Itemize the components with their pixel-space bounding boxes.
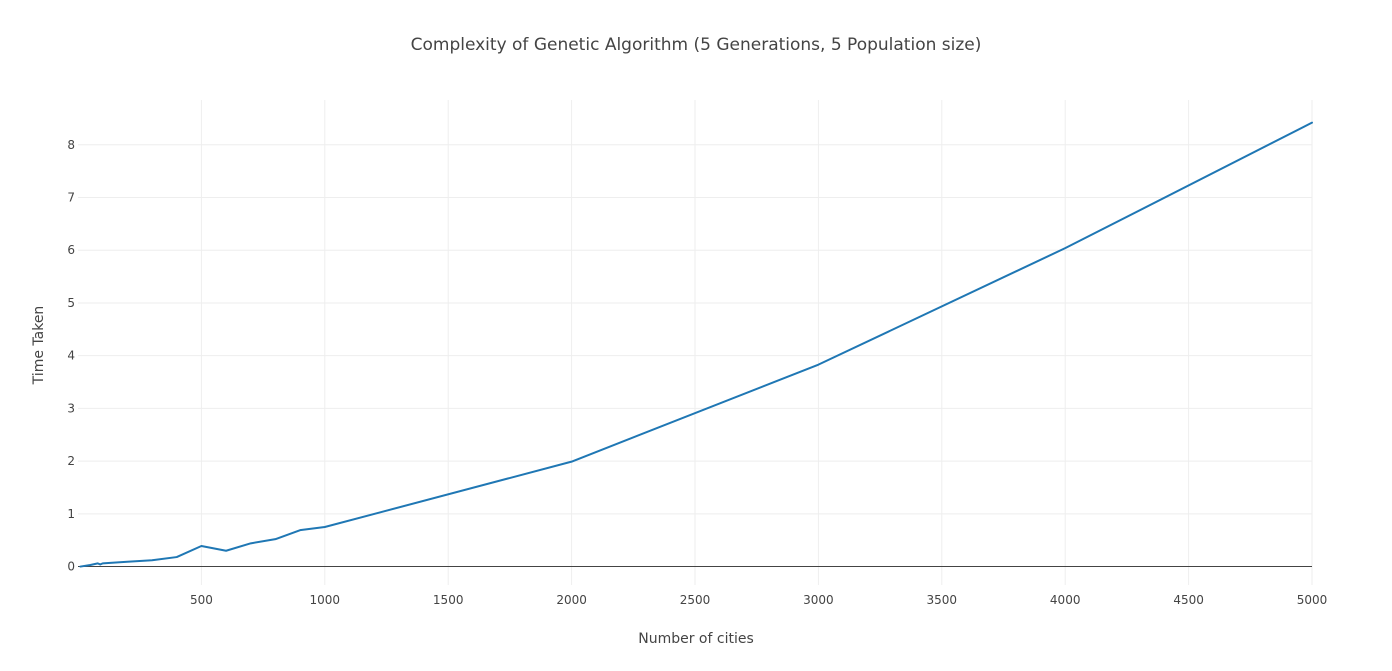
x-tick-label: 2000	[556, 593, 587, 607]
y-tick-label: 4	[67, 349, 75, 363]
series-layer	[79, 121, 1313, 568]
y-tick-label: 0	[67, 560, 75, 574]
x-tick-label: 1000	[310, 593, 341, 607]
x-tick-label: 5000	[1297, 593, 1328, 607]
x-axis-title: Number of cities	[638, 631, 754, 647]
x-tick-label: 1500	[433, 593, 464, 607]
x-tick-label: 2500	[680, 593, 711, 607]
y-tick-label: 8	[67, 138, 75, 152]
x-tick-label: 3000	[803, 593, 834, 607]
x-tick-label: 4000	[1050, 593, 1081, 607]
x-tick-label: 4500	[1173, 593, 1204, 607]
y-tick-label: 2	[67, 454, 75, 468]
tick-labels: 500 1000 1500 2000 2500 3000 3500 4000 4500 5000 0…	[67, 138, 1327, 607]
x-tick-label: 500	[190, 593, 213, 607]
x-tick-label: 3500	[927, 593, 958, 607]
y-tick-label: 5	[67, 296, 75, 310]
gridlines	[78, 100, 1313, 585]
y-tick-label: 3	[67, 401, 75, 415]
y-tick-label: 7	[67, 191, 75, 205]
y-tick-label: 6	[67, 243, 75, 257]
y-tick-label: 1	[67, 507, 75, 521]
chart-title: Complexity of Genetic Algorithm (5 Gener…	[411, 35, 982, 55]
series-line	[79, 121, 1313, 568]
y-axis-title: Time Taken	[31, 306, 47, 386]
